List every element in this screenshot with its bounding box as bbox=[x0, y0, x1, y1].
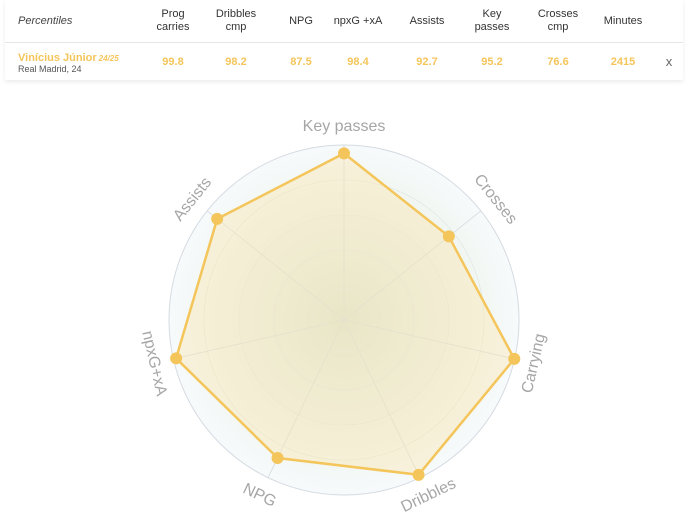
axis-label-npg: NPG bbox=[240, 480, 279, 510]
radar-point-crosses[interactable] bbox=[442, 230, 455, 243]
header-prog-carries[interactable]: Prog carries bbox=[156, 8, 190, 33]
radar-point-key-passes[interactable] bbox=[338, 147, 350, 160]
radar-point-npg[interactable] bbox=[271, 451, 284, 464]
header-assists[interactable]: Assists bbox=[409, 14, 445, 27]
player-season: 24/25 bbox=[98, 54, 119, 63]
radar-spoke bbox=[206, 210, 345, 321]
value-dribbles-cmp: 98.2 bbox=[225, 55, 247, 68]
radar-spoke bbox=[173, 319, 345, 360]
radar-spoke bbox=[267, 319, 345, 478]
radar-point-dribbles[interactable] bbox=[412, 468, 425, 481]
player-name-line[interactable]: Vinícius Júnior 24/25 bbox=[18, 52, 119, 64]
header-minutes[interactable]: Minutes bbox=[603, 14, 643, 27]
percentiles-table: Percentiles Prog carries Dribbles cmp NP… bbox=[5, 0, 683, 80]
radar-point-carrying[interactable] bbox=[508, 352, 521, 365]
header-crosses-cmp[interactable]: Crosses cmp bbox=[537, 8, 579, 33]
radar-spoke bbox=[343, 319, 515, 360]
value-npg: 87.5 bbox=[290, 55, 312, 68]
value-prog-carries: 99.8 bbox=[162, 55, 184, 68]
value-assists: 92.7 bbox=[416, 55, 438, 68]
axis-label-carrying: Carrying bbox=[519, 332, 549, 395]
axis-label-npxg-xa: npxG+xA bbox=[138, 329, 169, 398]
value-npxg-xa: 98.4 bbox=[347, 55, 369, 68]
value-key-passes: 95.2 bbox=[481, 55, 503, 68]
header-npxg-xa[interactable]: npxG +xA bbox=[333, 14, 383, 27]
radar-spoke bbox=[343, 319, 421, 478]
value-crosses-cmp: 76.6 bbox=[547, 55, 569, 68]
radar-point-assists[interactable] bbox=[211, 212, 224, 225]
value-minutes: 2415 bbox=[610, 55, 636, 68]
radar-series-area bbox=[176, 153, 515, 475]
radar-spoke bbox=[343, 210, 482, 321]
table-row: Vinícius Júnior 24/25 Real Madrid, 24 99.… bbox=[5, 43, 683, 80]
table-header: Percentiles Prog carries Dribbles cmp NP… bbox=[5, 0, 683, 43]
header-percentiles: Percentiles bbox=[18, 14, 73, 27]
radar-series-line bbox=[174, 152, 516, 477]
player-team: Real Madrid, 24 bbox=[18, 64, 82, 74]
remove-player-button[interactable]: x bbox=[665, 54, 673, 69]
header-dribbles-cmp[interactable]: Dribbles cmp bbox=[215, 8, 257, 33]
player-name[interactable]: Vinícius Júnior bbox=[18, 52, 97, 64]
axis-label-key-passes: Key passes bbox=[303, 118, 386, 135]
radar-point-npxg-xa[interactable] bbox=[170, 352, 183, 365]
header-key-passes[interactable]: Key passes bbox=[474, 8, 510, 33]
header-npg[interactable]: NPG bbox=[289, 14, 313, 27]
